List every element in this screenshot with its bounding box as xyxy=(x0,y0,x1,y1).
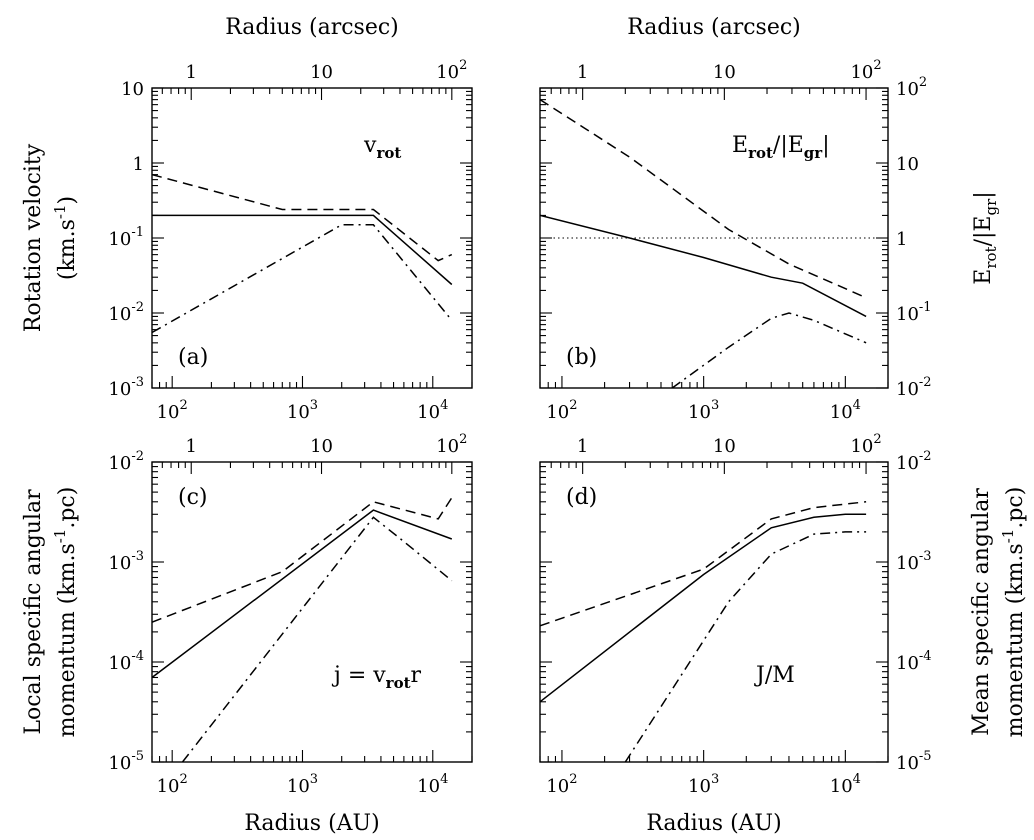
panel-frame xyxy=(539,87,889,389)
y-tick-label-right: 10-3 xyxy=(896,549,932,574)
series-dashdot-line xyxy=(624,531,867,762)
x-tick-label-arcsec: 1 xyxy=(577,436,588,457)
x-tick-label-arcsec: 102 xyxy=(850,58,881,83)
x-tick-label-au: 104 xyxy=(830,398,861,423)
series-dashed-line xyxy=(540,501,867,627)
x-tick-label-arcsec: 10 xyxy=(310,62,333,83)
panel-tag: (a) xyxy=(178,345,208,370)
bottom-axis-title-left: Radius (AU) xyxy=(244,811,379,836)
x-tick-label-au: 104 xyxy=(417,772,448,797)
x-tick-label-arcsec: 1 xyxy=(185,62,196,83)
y-tick-label-left: 10-3 xyxy=(108,549,144,574)
series-dashdot-line xyxy=(152,224,453,334)
series-dashed-line xyxy=(152,173,453,262)
y-tick-label-left: 1 xyxy=(133,154,144,175)
series-solid-line xyxy=(540,214,867,318)
y-tick-label-left: 10-1 xyxy=(108,225,144,250)
x-tick-label-arcsec: 102 xyxy=(436,58,467,83)
y-tick-label-right: 10 xyxy=(896,154,919,175)
y-tick-label-left: 10-2 xyxy=(108,449,144,474)
y-axis-title-line2: momentum (km.s-1.pc) xyxy=(999,487,1028,738)
x-tick-label-au: 103 xyxy=(688,772,719,797)
panel-annotation: J/M xyxy=(754,663,795,688)
x-tick-label-arcsec: 1 xyxy=(185,436,196,457)
y-tick-label-right: 1 xyxy=(896,229,907,250)
y-tick-label-right: 10-4 xyxy=(896,649,932,674)
panel-b: 102 103 104 1 10 102 10-2 10-1 1 10 102 (b) Erot/|Eg… xyxy=(539,58,1000,423)
x-tick-label-au: 103 xyxy=(287,398,318,423)
x-tick-label-au: 103 xyxy=(688,398,719,423)
panel-a: 102 103 104 1 10 102 10-3 10-2 10-1 1 10 (a) vrot Rot… xyxy=(21,58,473,423)
y-axis-title: Erot/|Egr| xyxy=(971,191,1000,284)
panel-annotation: vrot xyxy=(363,133,401,162)
series-dashed-line xyxy=(540,98,867,299)
panel-frame xyxy=(151,461,473,763)
y-axis-title-line2: (km.s-1) xyxy=(51,196,80,280)
panel-annotation: j = vrotr xyxy=(331,663,422,692)
x-tick-label-au: 104 xyxy=(830,772,861,797)
x-tick-label-au: 102 xyxy=(157,398,188,423)
x-tick-label-arcsec: 102 xyxy=(436,432,467,457)
x-tick-label-arcsec: 10 xyxy=(713,62,736,83)
y-tick-label-right: 10-1 xyxy=(896,300,932,325)
bottom-axis-title-right: Radius (AU) xyxy=(646,811,781,836)
x-tick-label-arcsec: 1 xyxy=(577,62,588,83)
panel-tag: (c) xyxy=(178,485,208,510)
series-solid-line xyxy=(152,509,453,679)
series-solid-line xyxy=(540,513,867,703)
x-tick-label-arcsec: 102 xyxy=(850,432,881,457)
x-tick-label-arcsec: 10 xyxy=(713,436,736,457)
y-tick-label-left: 10-2 xyxy=(108,300,144,325)
panel-frame xyxy=(539,461,889,763)
panel-tag: (d) xyxy=(566,485,597,510)
y-tick-label-left: 10-5 xyxy=(108,749,144,774)
y-tick-label-left: 10 xyxy=(121,79,144,100)
series-solid-line xyxy=(152,214,453,286)
x-tick-label-au: 104 xyxy=(417,398,448,423)
panel-annotation: Erot/|Egr| xyxy=(732,133,830,162)
y-tick-label-right: 102 xyxy=(896,75,927,100)
panel-tag: (b) xyxy=(566,345,597,370)
y-axis-title-line1: Local specific angular xyxy=(21,489,46,735)
y-tick-label-right: 10-5 xyxy=(896,749,932,774)
y-tick-label-right: 10-2 xyxy=(896,449,932,474)
y-axis-title-line2: momentum (km.s-1.pc) xyxy=(51,487,80,738)
y-tick-label-left: 10-3 xyxy=(108,375,144,400)
y-axis-title-line1: Mean specific angular xyxy=(969,488,994,736)
x-tick-label-au: 103 xyxy=(287,772,318,797)
series-dashdot-line xyxy=(671,312,867,388)
x-tick-label-arcsec: 10 xyxy=(310,436,333,457)
panel-d: 102 103 104 1 10 102 10-5 10-4 10-3 10-2 (d) J/M Mea… xyxy=(539,432,1028,797)
top-axis-title-left: Radius (arcsec) xyxy=(225,15,399,40)
panel-frame xyxy=(151,87,473,389)
top-axis-title-right: Radius (arcsec) xyxy=(627,15,801,40)
x-tick-label-au: 102 xyxy=(546,398,577,423)
panel-c: 102 103 104 1 10 102 10-5 10-4 10-3 10-2 (c) j = vr… xyxy=(21,432,473,797)
series-dashdot-line xyxy=(181,516,453,762)
x-tick-label-au: 102 xyxy=(546,772,577,797)
x-tick-label-au: 102 xyxy=(157,772,188,797)
y-axis-title-line1: Rotation velocity xyxy=(21,143,46,332)
y-tick-label-right: 10-2 xyxy=(896,375,932,400)
series-dashed-line xyxy=(152,497,453,623)
y-tick-label-left: 10-4 xyxy=(108,649,144,674)
